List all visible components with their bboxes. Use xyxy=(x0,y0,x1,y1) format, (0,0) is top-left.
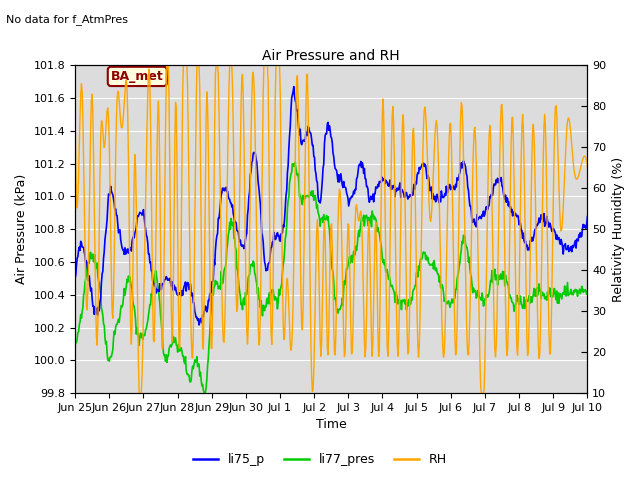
Text: BA_met: BA_met xyxy=(111,70,164,83)
X-axis label: Time: Time xyxy=(316,419,347,432)
Text: No data for f_AtmPres: No data for f_AtmPres xyxy=(6,14,129,25)
Title: Air Pressure and RH: Air Pressure and RH xyxy=(262,48,400,62)
Y-axis label: Relativity Humidity (%): Relativity Humidity (%) xyxy=(612,156,625,302)
Y-axis label: Air Pressure (kPa): Air Pressure (kPa) xyxy=(15,174,28,284)
Legend: li75_p, li77_pres, RH: li75_p, li77_pres, RH xyxy=(188,448,452,471)
